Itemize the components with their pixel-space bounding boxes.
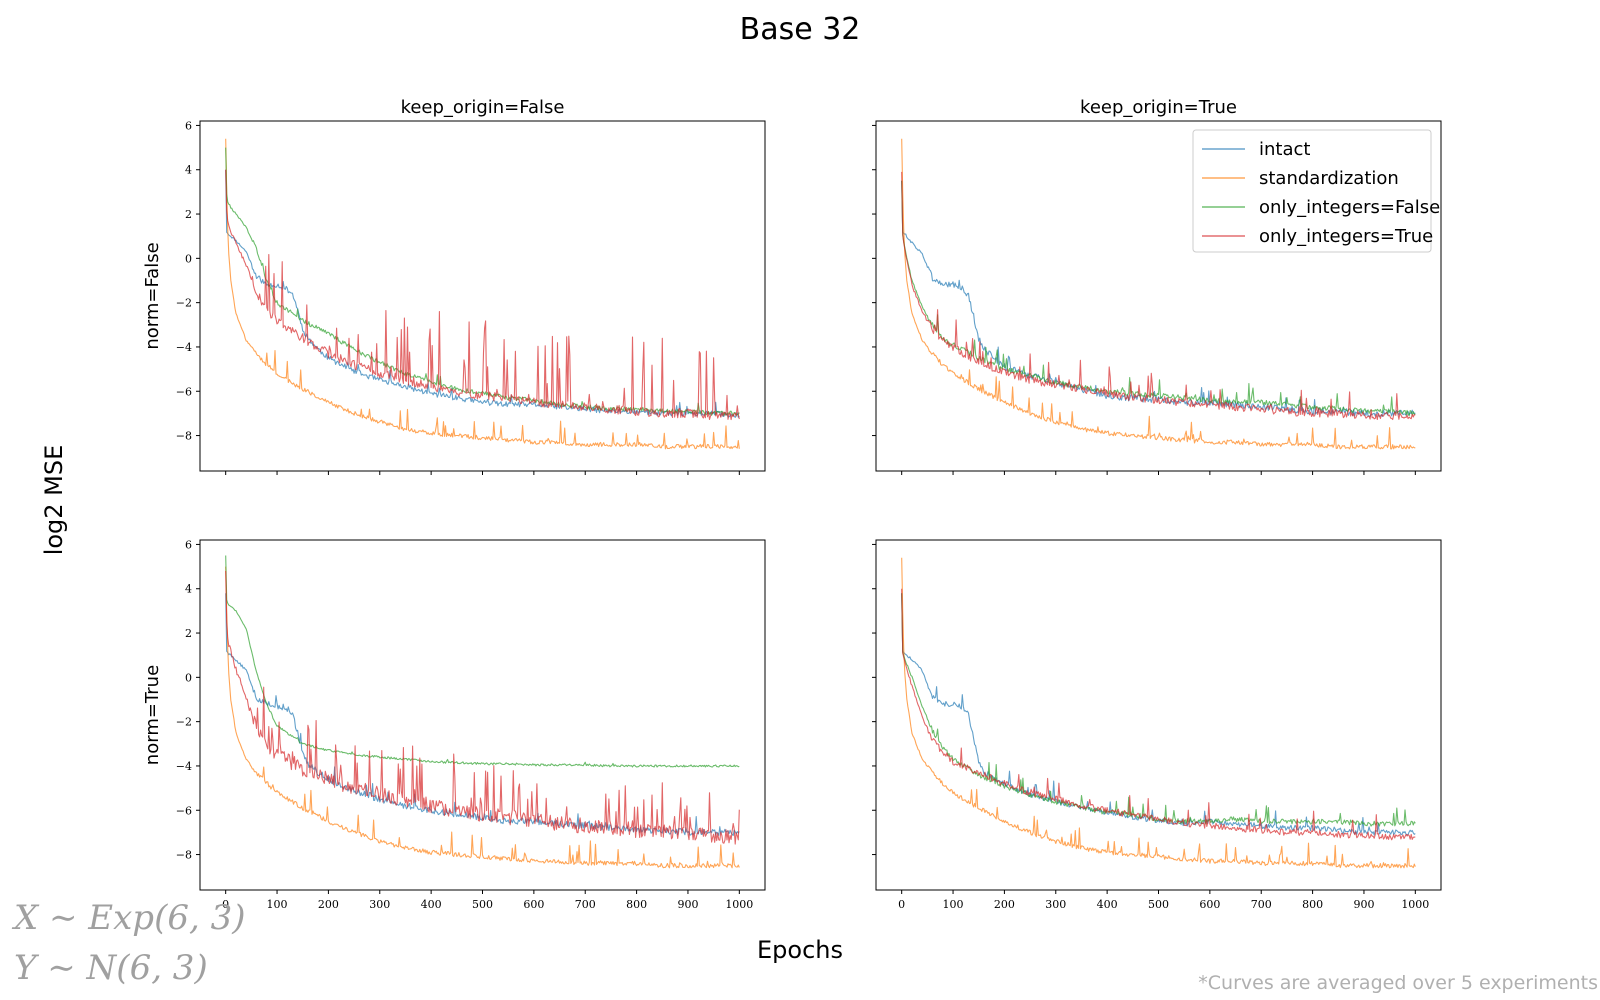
x-tick-label: 600	[1199, 898, 1220, 911]
x-tick-label: 500	[1148, 898, 1169, 911]
x-tick-label: 200	[318, 898, 339, 911]
series-line-standardization	[225, 566, 740, 869]
footnote: *Curves are averaged over 5 experiments	[1198, 972, 1598, 994]
subplot-4: 0 100 200 300 400 500 600 700 800 900 1000	[872, 539, 1442, 911]
row-y-label: norm=True	[142, 665, 163, 765]
x-tick-label: 100	[267, 898, 288, 911]
x-tick-label: 900	[1353, 898, 1374, 911]
x-tick-label: 0	[222, 898, 229, 911]
series-line-standardization	[901, 557, 1416, 869]
x-tick-label: 100	[943, 898, 964, 911]
x-tick-label: 800	[626, 898, 647, 911]
x-tick-label: 300	[1045, 898, 1066, 911]
series-line-only-integers-true	[225, 169, 740, 421]
series-line-only-integers-true	[225, 570, 740, 845]
y-tick-label: −4	[176, 760, 192, 773]
x-tick-label: 0	[898, 898, 905, 911]
series-line-intact	[225, 169, 740, 418]
x-tick-label: 1000	[1401, 898, 1429, 911]
y-tick-label: −8	[176, 430, 192, 443]
y-tick-label: 4	[185, 164, 192, 177]
subplot-3: 0 100 200 300 400 500 600 700 800 900 1000 −8 −6 −4 −2…	[142, 538, 766, 911]
shared-x-axis-label: Epochs	[757, 936, 843, 964]
legend-label: only_integers=True	[1259, 226, 1433, 247]
series-line-intact	[901, 593, 1416, 836]
y-tick-label: 0	[185, 671, 192, 684]
formula-y-distribution: Y ∼ N(6, 3)	[14, 948, 208, 988]
y-tick-label: 2	[185, 208, 192, 221]
legend-box	[1192, 129, 1432, 253]
series-line-only-integers-true	[901, 588, 1416, 841]
legend-label: intact	[1259, 139, 1310, 160]
y-tick-label: −2	[176, 716, 192, 729]
series-line-standardization	[901, 138, 1416, 450]
y-tick-label: −4	[176, 341, 192, 354]
x-tick-label: 300	[369, 898, 390, 911]
x-tick-label: 900	[677, 898, 698, 911]
x-tick-label: 1000	[725, 898, 753, 911]
formula-x-distribution: X ∼ Exp(6, 3)	[14, 898, 246, 938]
series-line-standardization	[225, 138, 740, 450]
row-y-label: norm=False	[142, 242, 163, 349]
y-tick-label: −2	[176, 297, 192, 310]
axes-frame	[199, 120, 766, 472]
series-line-only-integers-false	[901, 593, 1416, 827]
series-line-only-integers-true	[901, 171, 1416, 421]
x-tick-label: 200	[994, 898, 1015, 911]
series-line-only-integers-false	[901, 180, 1416, 417]
x-tick-label: 700	[575, 898, 596, 911]
y-tick-label: 0	[185, 252, 192, 265]
y-tick-label: −6	[176, 385, 192, 398]
x-tick-label: 500	[472, 898, 493, 911]
x-tick-label: 400	[421, 898, 442, 911]
y-tick-label: 4	[185, 583, 192, 596]
shared-y-axis-label: log2 MSE	[40, 444, 68, 556]
y-tick-label: 6	[185, 119, 192, 132]
legend-label: only_integers=False	[1259, 197, 1440, 218]
y-tick-label: 2	[185, 627, 192, 640]
y-tick-label: −6	[176, 804, 192, 817]
x-tick-label: 700	[1251, 898, 1272, 911]
subplot-1: −8 −6 −4 −2 0 2 4 6 keep_origin=False norm=False	[142, 97, 766, 475]
figure-title: Base 32	[739, 12, 861, 47]
subplot-title: keep_origin=False	[401, 97, 565, 118]
y-tick-label: 6	[185, 538, 192, 551]
legend-label: standardization	[1259, 168, 1399, 189]
x-tick-label: 400	[1097, 898, 1118, 911]
series-line-only-integers-false	[225, 555, 740, 768]
x-tick-label: 800	[1302, 898, 1323, 911]
y-tick-label: −8	[176, 849, 192, 862]
subplot-title: keep_origin=True	[1080, 97, 1237, 118]
legend: intact standardization only_integers=False…	[1192, 129, 1440, 253]
x-tick-label: 600	[523, 898, 544, 911]
axes-frame	[199, 539, 766, 891]
